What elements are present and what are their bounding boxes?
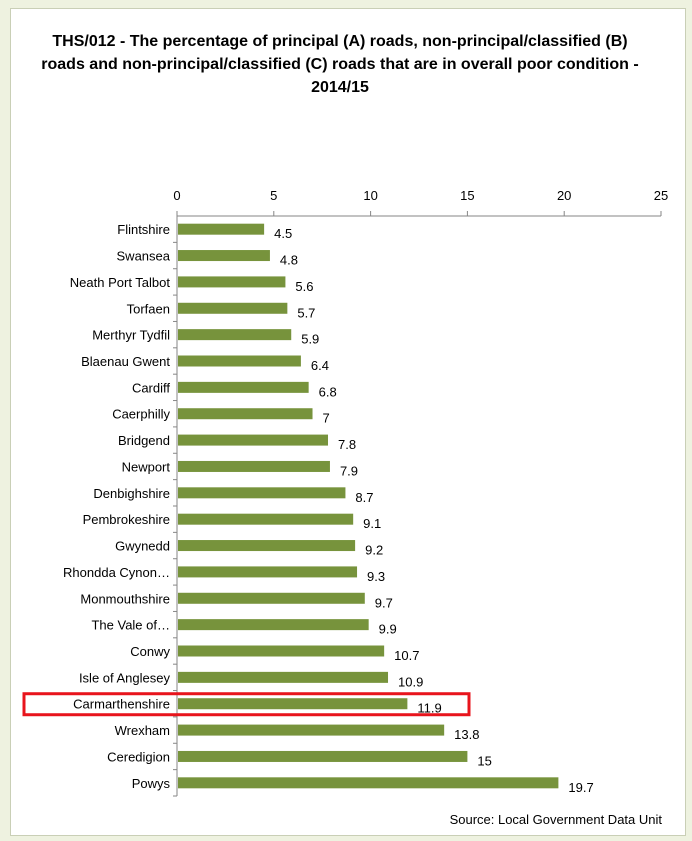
bar xyxy=(178,487,346,499)
category-label: Pembrokeshire xyxy=(83,512,170,527)
category-label: Gwynedd xyxy=(115,539,170,554)
category-label: The Vale of… xyxy=(91,618,170,633)
category-label: Ceredigion xyxy=(107,749,170,764)
bar xyxy=(178,566,358,578)
bar-value-label: 6.8 xyxy=(319,384,337,399)
category-label: Rhondda Cynon… xyxy=(63,565,170,580)
bar xyxy=(178,645,385,657)
category-label: Denbighshire xyxy=(93,486,170,501)
bar xyxy=(178,671,389,683)
bar xyxy=(178,592,365,604)
category-label: Cardiff xyxy=(132,380,170,395)
bar xyxy=(178,408,313,420)
category-label: Wrexham xyxy=(115,723,170,738)
category-label: Powys xyxy=(132,776,171,791)
category-label: Monmouthshire xyxy=(80,591,170,606)
bar xyxy=(178,777,559,789)
category-label: Neath Port Talbot xyxy=(70,275,171,290)
bar xyxy=(178,619,369,631)
bar-value-label: 15 xyxy=(477,753,491,768)
bar xyxy=(178,329,292,341)
bar-value-label: 19.7 xyxy=(568,780,593,795)
bar-value-label: 5.6 xyxy=(295,279,313,294)
value-axis-tick-label: 0 xyxy=(173,188,180,203)
bar-value-label: 9.9 xyxy=(379,622,397,637)
bar xyxy=(178,750,468,762)
bar-value-label: 6.4 xyxy=(311,358,329,373)
bar-value-label: 9.2 xyxy=(365,543,383,558)
source-note: Source: Local Government Data Unit xyxy=(449,812,662,827)
bar-value-label: 10.7 xyxy=(394,648,419,663)
bar-value-label: 9.1 xyxy=(363,516,381,531)
value-axis-tick-label: 20 xyxy=(557,188,571,203)
bar xyxy=(178,250,270,262)
value-axis-tick-label: 25 xyxy=(654,188,668,203)
bar xyxy=(178,276,286,288)
category-label: Merthyr Tydfil xyxy=(92,328,170,343)
category-label: Flintshire xyxy=(117,222,170,237)
value-axis-tick-label: 15 xyxy=(460,188,474,203)
bar-value-label: 7.8 xyxy=(338,437,356,452)
bar xyxy=(178,540,356,552)
category-label: Newport xyxy=(122,459,171,474)
bar-value-label: 9.7 xyxy=(375,595,393,610)
bar-value-label: 7.9 xyxy=(340,463,358,478)
bar xyxy=(178,355,301,367)
bar xyxy=(178,460,330,472)
bar-value-label: 9.3 xyxy=(367,569,385,584)
bar xyxy=(178,724,445,736)
category-label: Blaenau Gwent xyxy=(81,354,170,369)
category-label: Torfaen xyxy=(127,301,170,316)
bar-value-label: 5.7 xyxy=(297,305,315,320)
category-label: Swansea xyxy=(117,249,171,264)
chart-frame xyxy=(10,8,686,836)
category-label: Caerphilly xyxy=(112,407,170,422)
bar-value-label: 4.5 xyxy=(274,226,292,241)
bar-value-label: 5.9 xyxy=(301,332,319,347)
bar-value-label: 11.9 xyxy=(417,701,441,716)
value-axis-tick-label: 5 xyxy=(270,188,277,203)
bar xyxy=(178,381,309,393)
category-label: Carmarthenshire xyxy=(73,697,170,712)
category-label: Isle of Anglesey xyxy=(79,670,171,685)
chart-title: THS/012 - The percentage of principal (A… xyxy=(41,33,639,96)
value-axis-tick-label: 10 xyxy=(363,188,377,203)
bar-value-label: 8.7 xyxy=(355,490,373,505)
highlight-box xyxy=(22,692,471,717)
bar xyxy=(178,302,288,314)
bar xyxy=(178,223,265,235)
bar xyxy=(178,513,354,525)
bar-value-label: 10.9 xyxy=(398,674,423,689)
category-label: Conwy xyxy=(130,644,170,659)
category-label: Bridgend xyxy=(118,433,170,448)
bar-value-label: 7 xyxy=(323,411,330,426)
bar xyxy=(178,434,329,446)
bar xyxy=(178,698,408,710)
bar-value-label: 13.8 xyxy=(454,727,479,742)
bar-value-label: 4.8 xyxy=(280,253,298,268)
